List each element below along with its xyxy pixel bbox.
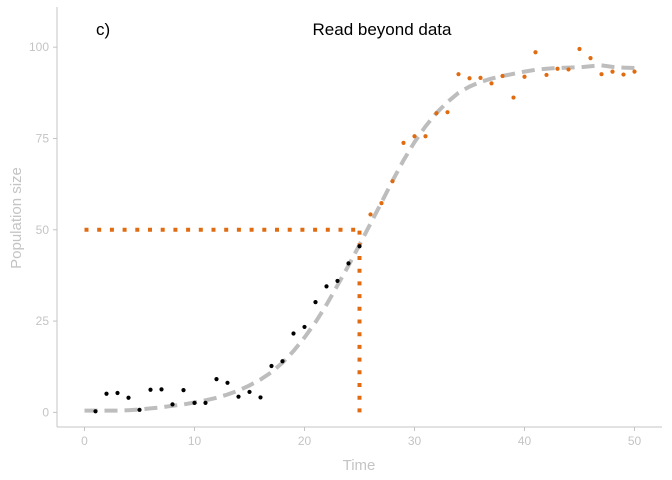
beyond-data-point	[511, 95, 516, 100]
y-tick-label: 100	[29, 40, 49, 54]
observed-data-point	[104, 391, 109, 396]
observed-data-point	[258, 395, 263, 400]
y-tick-label: 25	[36, 314, 50, 328]
beyond-data-point	[566, 67, 571, 72]
beyond-data-point	[610, 69, 615, 74]
observed-data-point	[291, 331, 296, 336]
observed-data-point	[236, 394, 241, 399]
beyond-data-point	[467, 76, 472, 81]
beyond-data-point	[588, 56, 593, 61]
observed-data-point	[302, 324, 307, 330]
observed-data-point	[269, 363, 274, 369]
beyond-data-point	[555, 66, 560, 71]
x-tick-label: 0	[81, 434, 88, 448]
axes	[53, 7, 662, 431]
observed-data-point	[335, 278, 340, 284]
x-tick-label: 30	[408, 434, 422, 448]
x-axis-title: Time	[343, 457, 376, 474]
data-points-layer	[93, 46, 637, 414]
chart-title: Read beyond data	[313, 20, 452, 39]
observed-data-point	[137, 407, 142, 412]
observed-data-point	[159, 387, 164, 392]
observed-data-point	[181, 388, 186, 393]
observed-data-point	[170, 402, 175, 407]
beyond-data-point	[522, 74, 527, 79]
y-axis-title: Population size	[8, 167, 25, 269]
tick-labels-layer: 0 10 20 30 40 50 0 25 50 75 100	[29, 40, 642, 448]
observed-data-point	[324, 284, 329, 289]
observed-data-point	[313, 299, 318, 305]
beyond-data-point	[445, 110, 450, 115]
beyond-data-point	[434, 111, 439, 116]
beyond-data-point	[599, 72, 604, 77]
observed-data-point	[192, 400, 197, 405]
beyond-data-point	[368, 212, 373, 217]
beyond-data-point	[456, 72, 461, 77]
y-tick-label: 75	[36, 131, 50, 145]
beyond-data-point	[412, 134, 417, 139]
observed-data-point	[346, 261, 351, 266]
observed-data-point	[126, 395, 131, 400]
beyond-data-point	[401, 140, 406, 145]
reference-lines-layer	[84, 227, 362, 413]
beyond-data-point	[577, 46, 582, 52]
x-tick-label: 10	[188, 434, 202, 448]
panel-label: c)	[96, 20, 110, 39]
y-tick-label: 0	[42, 405, 49, 419]
beyond-data-point	[390, 179, 395, 184]
x-tick-label: 20	[298, 434, 312, 448]
observed-data-point	[214, 377, 219, 382]
beyond-data-point	[632, 69, 637, 74]
observed-data-point	[280, 359, 285, 364]
observed-data-point	[203, 400, 208, 405]
beyond-data-point	[379, 201, 384, 206]
observed-data-point	[225, 380, 230, 385]
beyond-data-point	[621, 72, 626, 77]
observed-data-point	[148, 387, 153, 392]
beyond-data-point	[478, 75, 483, 80]
observed-data-point	[115, 390, 120, 396]
beyond-data-point	[533, 50, 538, 55]
x-tick-label: 50	[628, 434, 642, 448]
beyond-data-point	[489, 81, 494, 86]
x-tick-label: 40	[518, 434, 532, 448]
observed-data-point	[357, 244, 362, 249]
observed-data-point	[93, 409, 98, 414]
observed-data-point	[247, 389, 252, 395]
beyond-data-point	[500, 73, 505, 79]
beyond-data-point	[544, 72, 549, 78]
y-tick-label: 50	[36, 223, 50, 237]
beyond-data-point	[423, 134, 428, 139]
